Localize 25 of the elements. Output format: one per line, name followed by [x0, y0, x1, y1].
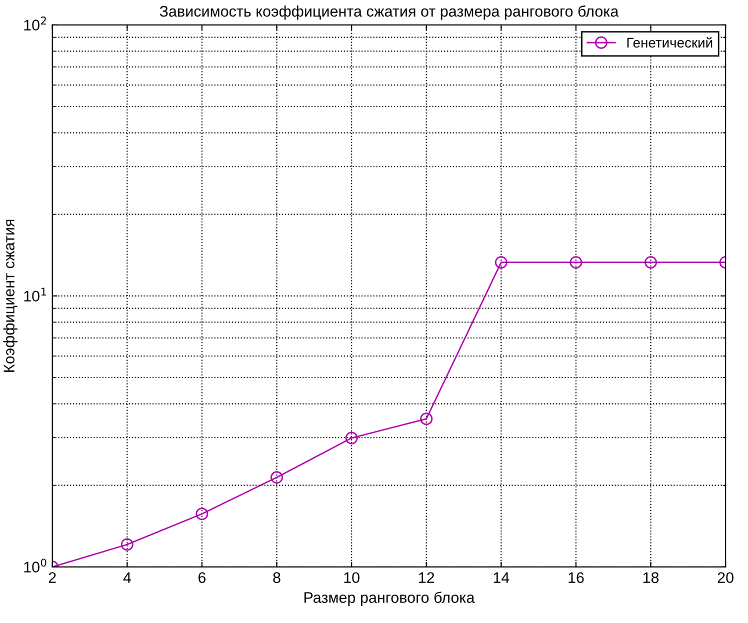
point	[120, 538, 134, 551]
x-tick-label: 8	[273, 572, 280, 584]
x-tick-label: 4	[123, 572, 131, 583]
point	[345, 432, 358, 444]
y-tick-label: 10$^{2}$	[24, 16, 46, 30]
x-tick-label: 10	[344, 572, 360, 584]
y-tick-label: 10$^{1}$	[24, 288, 46, 302]
x-tick-label: 18	[643, 572, 659, 584]
x-tick-label: 2	[48, 572, 56, 583]
legend-label: Генетический	[627, 37, 712, 48]
point	[420, 412, 433, 426]
y-tick-label: 10$^{0}$	[24, 558, 46, 572]
x-axis-title: Размер рангового блока	[304, 592, 475, 606]
point	[644, 256, 658, 269]
y-axis-title: Коэффициент сжатия	[3, 220, 18, 372]
point	[196, 508, 208, 520]
x-tick-label: 20	[718, 572, 734, 584]
x-tick-label: 14	[494, 572, 510, 583]
x-tick-label: 12	[419, 572, 434, 583]
x-tick-label: 16	[568, 572, 584, 584]
point	[270, 471, 284, 484]
point	[570, 256, 582, 269]
point	[494, 256, 508, 269]
x-tick-label: 6	[198, 572, 206, 584]
chart-title: Зависимость коэффициента сжатия от размера рангового блока	[160, 5, 619, 20]
